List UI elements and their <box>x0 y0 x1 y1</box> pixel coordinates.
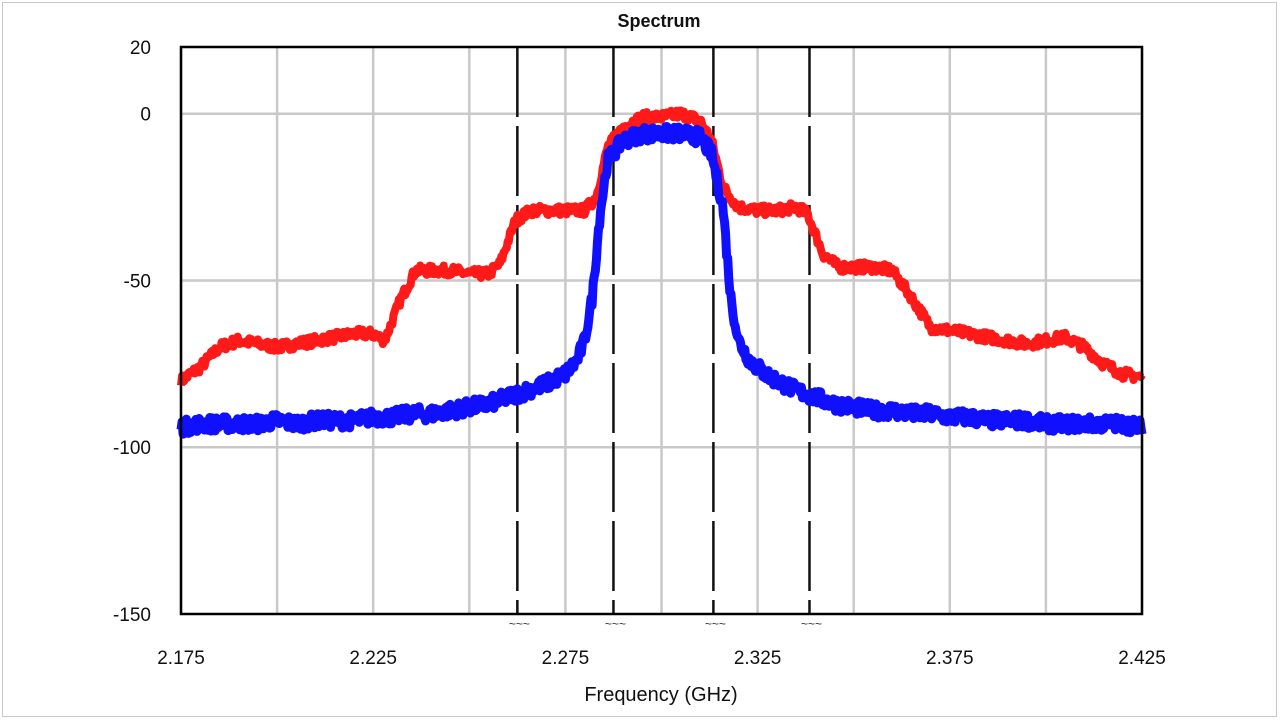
marker-label: ~~~ <box>705 617 726 631</box>
plot-border <box>179 45 1144 616</box>
y-tick-label: 20 <box>130 38 151 59</box>
x-tick-label: 2.175 <box>157 648 205 669</box>
marker-label: ~~~ <box>801 617 822 631</box>
x-tick-label: 2.225 <box>349 648 397 669</box>
marker-label: ~~~ <box>605 617 626 631</box>
y-tick-label: 0 <box>140 105 151 126</box>
series-line-2 <box>176 122 1147 439</box>
y-tick-labels: 20 0 -50 -100 -150 <box>113 38 151 626</box>
x-tick-label: 2.325 <box>734 648 782 669</box>
marker-label: ~~~ <box>509 617 530 631</box>
x-tick-label: 2.275 <box>542 648 590 669</box>
spectrum-chart: Spectrum ~~~ ~~~ ~~~ ~~~ 20 0 -50 -100 -150 2.1… <box>113 11 1166 706</box>
y-tick-label: -100 <box>113 438 151 459</box>
series-line-1 <box>177 106 1146 386</box>
y-tick-label: -50 <box>124 271 151 292</box>
y-tick-label: -150 <box>113 605 151 626</box>
x-tick-label: 2.375 <box>926 648 974 669</box>
x-tick-labels: 2.175 2.225 2.275 2.325 2.375 2.425 <box>157 648 1166 669</box>
x-axis-label: Frequency (GHz) <box>584 684 737 706</box>
series-group <box>176 106 1147 439</box>
chart-title: Spectrum <box>617 11 700 31</box>
x-tick-label: 2.425 <box>1118 648 1166 669</box>
